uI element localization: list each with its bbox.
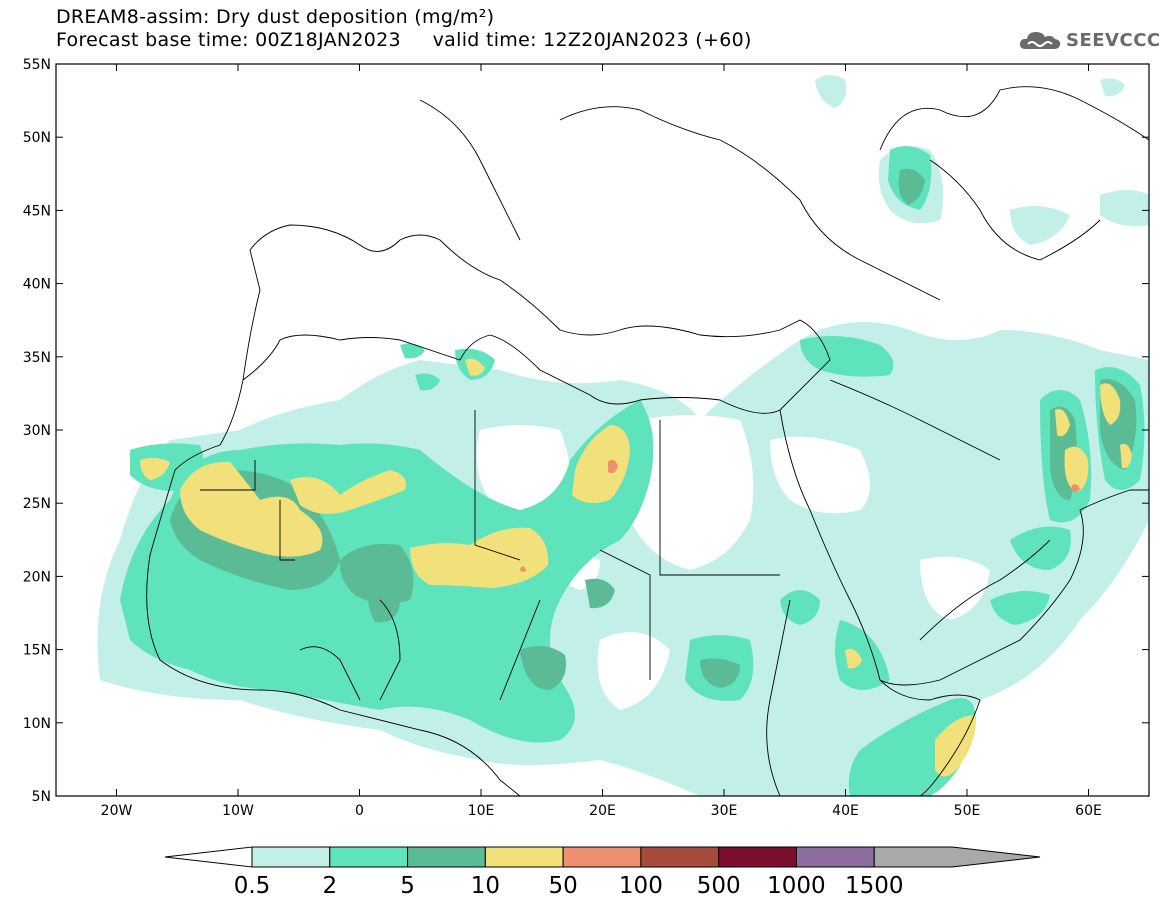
colorbar-label: 0.5	[234, 873, 271, 899]
cloud-icon	[1019, 32, 1061, 49]
latitude-labels: 55N 50N 45N 40N 35N 30N 25N 20N 15N 10N 5N	[23, 57, 51, 805]
longitude-label: 50E	[954, 803, 981, 819]
colorbar-swatch	[251, 846, 331, 868]
colorbar-label: 2	[322, 873, 337, 899]
coastlines-borders	[146, 86, 1149, 796]
longitude-labels: 20W 10W 0 10E 20E 30E 40E 50E 60E	[101, 803, 1102, 819]
colorbar-swatch	[640, 846, 720, 868]
latitude-label: 10N	[23, 716, 51, 732]
colorbar-swatch	[562, 846, 642, 868]
colorbar-swatch	[329, 846, 409, 868]
colorbar-swatch	[718, 846, 797, 868]
colorbar-swatch	[795, 846, 875, 868]
latitude-label: 15N	[23, 643, 51, 659]
colorbar-label: 5	[400, 873, 415, 899]
latitude-label: 20N	[23, 569, 51, 585]
colorbar-swatch	[484, 846, 564, 868]
longitude-label: 20W	[101, 803, 133, 819]
longitude-label: 10E	[468, 803, 495, 819]
colorbar-legend	[164, 846, 1041, 868]
longitude-label: 40E	[832, 803, 859, 819]
latitude-label: 25N	[23, 496, 51, 512]
latitude-label: 5N	[32, 789, 51, 805]
deposition-band-50-100	[520, 459, 1080, 572]
latitude-label: 50N	[23, 130, 51, 146]
longitude-label: 20E	[589, 803, 616, 819]
latitude-label: 40N	[23, 277, 51, 293]
colorbar-label: 50	[548, 873, 577, 899]
colorbar-label: 1500	[845, 873, 904, 899]
longitude-label: 10W	[222, 803, 254, 819]
deposition-band-0.5-2	[97, 75, 1149, 796]
colorbar-label: 500	[697, 873, 741, 899]
forecast-time-subtitle: Forecast base time: 00Z18JAN2023 valid t…	[56, 29, 752, 51]
map-frame	[55, 63, 1150, 797]
longitude-label: 0	[355, 803, 364, 819]
latitude-label: 45N	[23, 203, 51, 219]
colorbar-labels: 0.5 2 5 10 50 100 500 1000 1500	[234, 873, 904, 899]
logo-text: SEEVCCC	[1066, 29, 1161, 51]
seevccc-logo: SEEVCCC	[1018, 26, 1161, 54]
latitude-label: 30N	[23, 423, 51, 439]
colorbar-over-arrow	[873, 846, 1041, 868]
map-title: DREAM8-assim: Dry dust deposition (mg/m²…	[56, 6, 495, 28]
latitude-label: 55N	[23, 57, 51, 73]
latitude-label: 35N	[23, 350, 51, 366]
colorbar-label: 10	[471, 873, 500, 899]
colorbar-label: 1000	[767, 873, 826, 899]
colorbar-under-arrow	[164, 846, 253, 868]
low-deposition-areas	[476, 415, 990, 710]
colorbar-swatch	[407, 846, 486, 868]
deposition-band-2-5	[120, 146, 1145, 796]
deposition-band-10-50	[140, 358, 1132, 777]
longitude-label: 60E	[1075, 803, 1102, 819]
deposition-band-5-10	[170, 168, 1137, 690]
colorbar-label: 100	[619, 873, 663, 899]
longitude-label: 30E	[711, 803, 738, 819]
